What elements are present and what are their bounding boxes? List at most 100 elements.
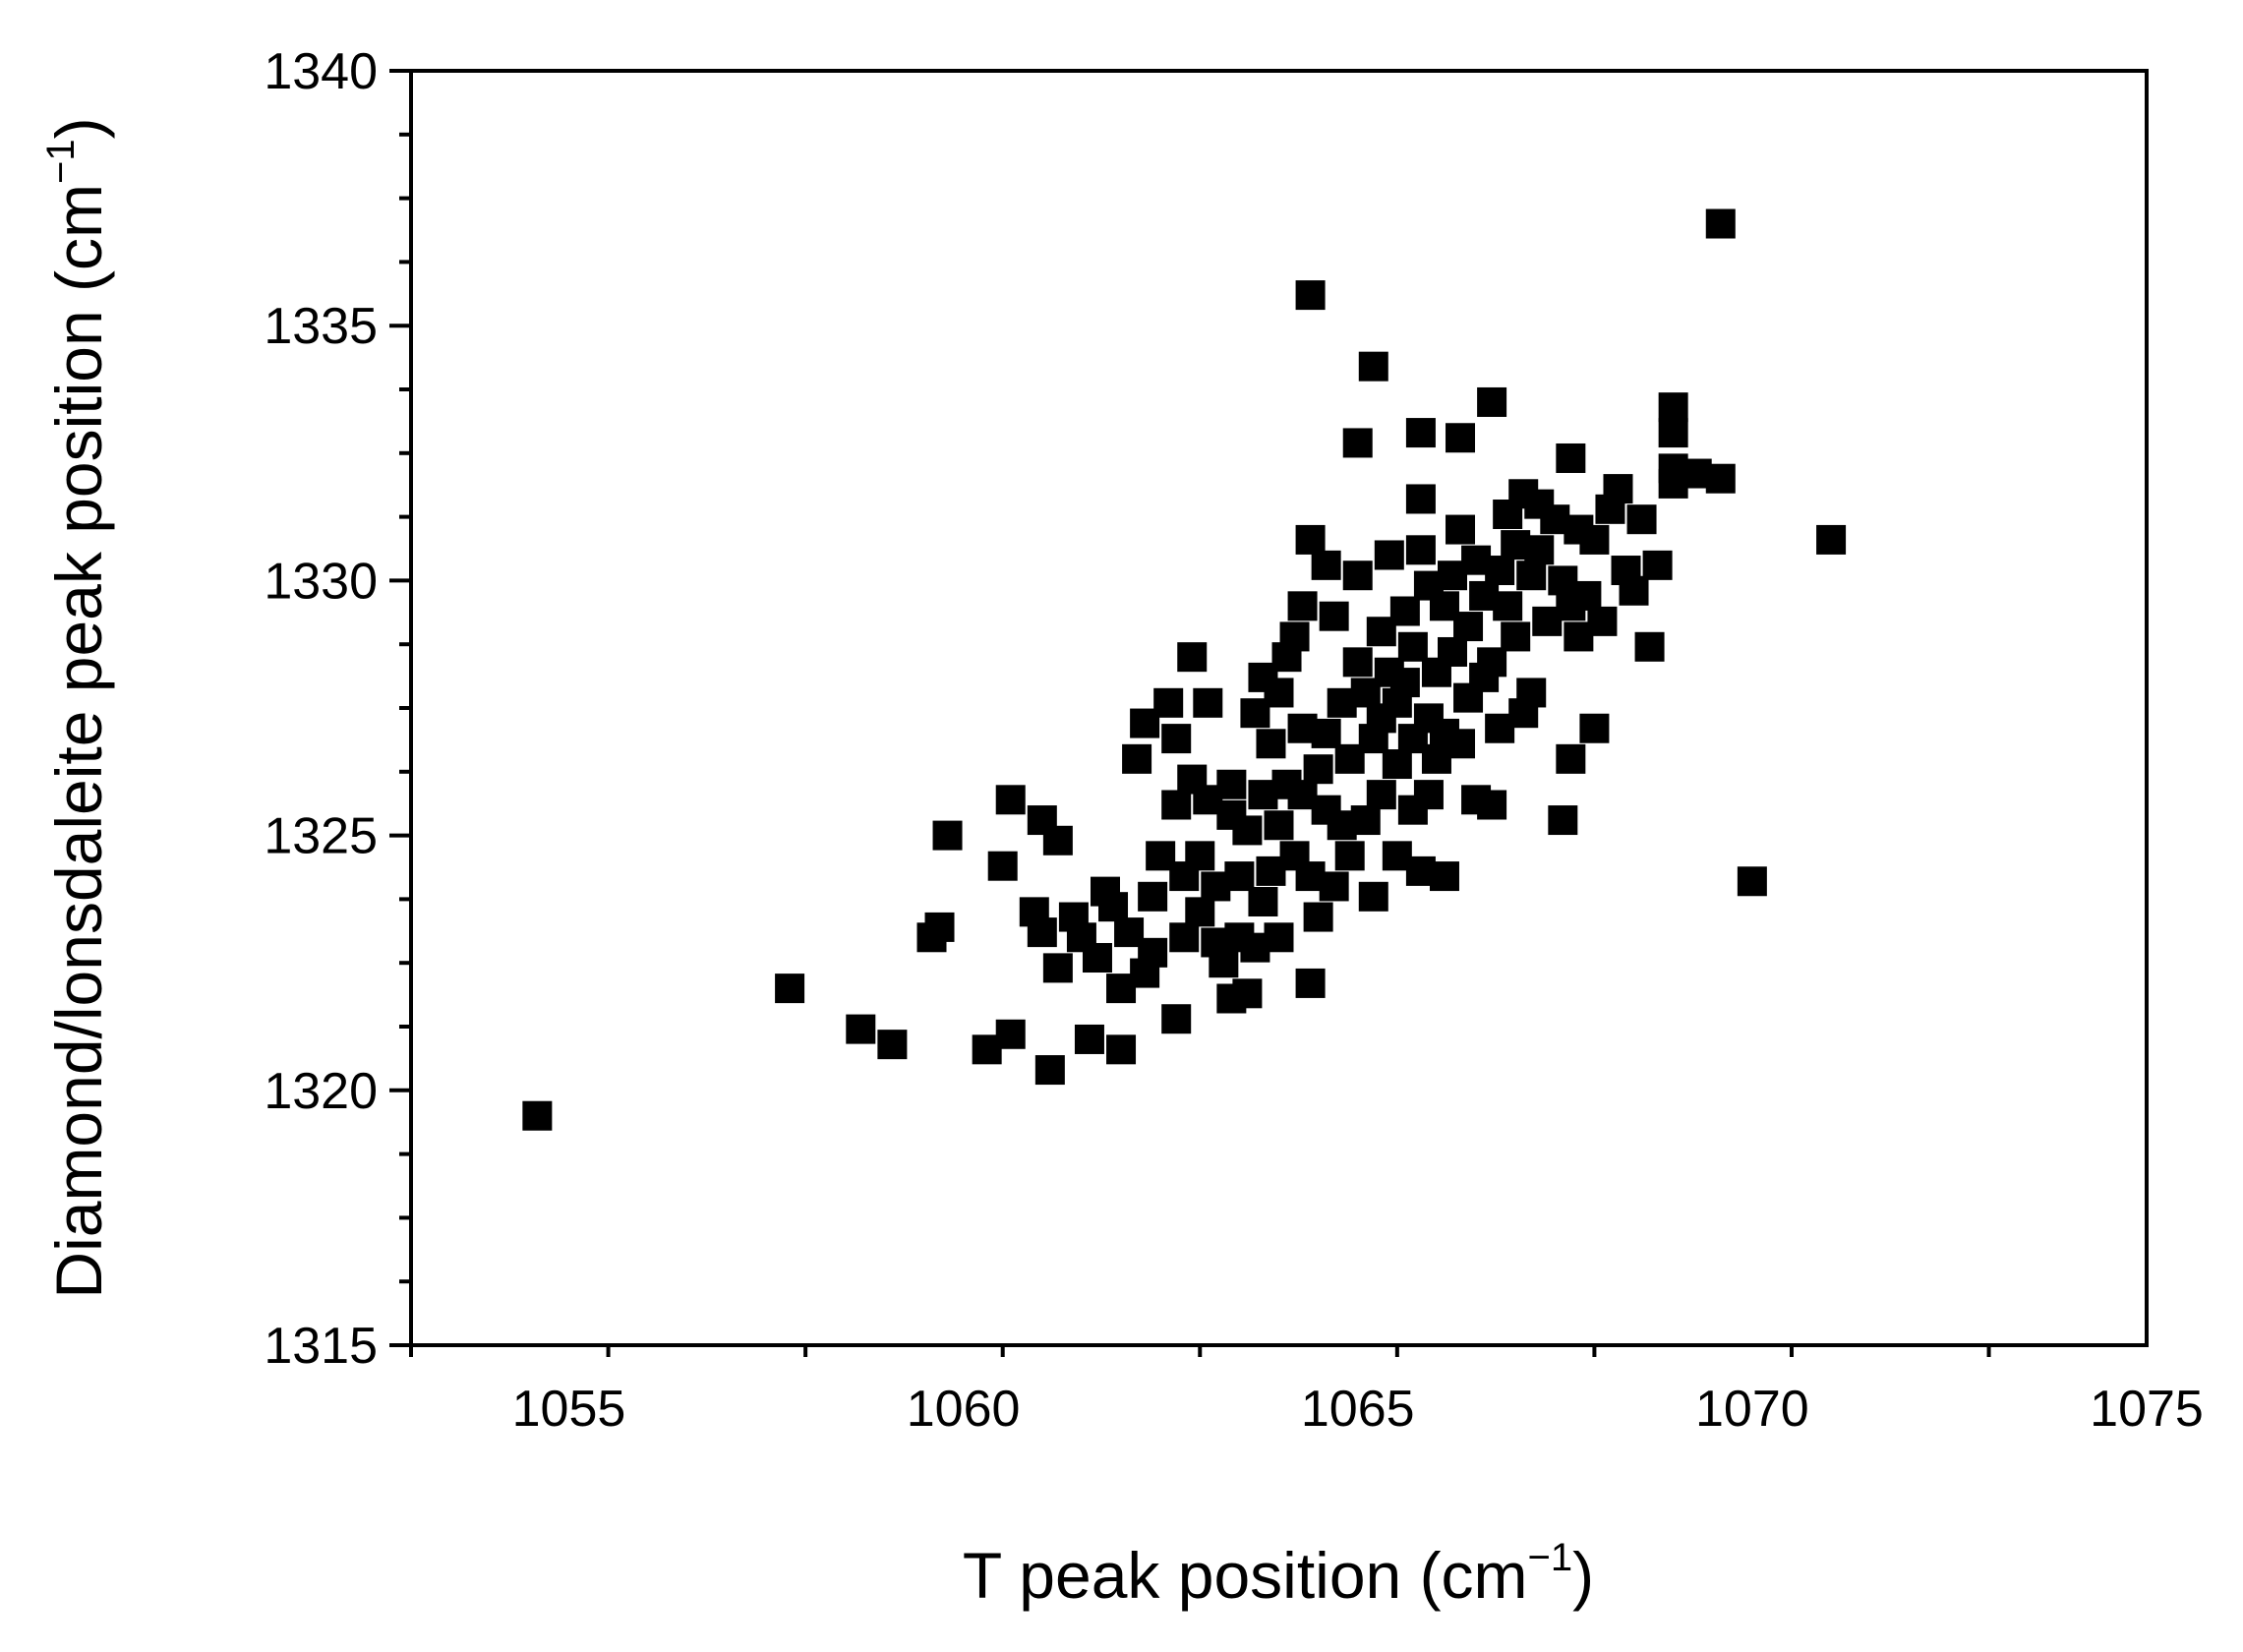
data-point [1446, 729, 1476, 759]
data-point [1634, 631, 1665, 662]
data-point [995, 1019, 1026, 1049]
data-point [1350, 805, 1381, 836]
x-tick-label: 1055 [512, 1381, 626, 1438]
tick-labels: 1055 1060 1065 1070 1075 1315 1320 1325 1330 1335… [264, 43, 2204, 1438]
data-point [1626, 504, 1657, 535]
y-tick-label: 1315 [264, 1318, 378, 1375]
data-point [846, 1014, 876, 1044]
data-point [1453, 612, 1484, 642]
data-point [1138, 881, 1168, 912]
data-point [1106, 1034, 1137, 1065]
data-point [1556, 743, 1586, 774]
data-point [1405, 484, 1436, 514]
data-point [1397, 631, 1428, 662]
data-point [1303, 754, 1333, 785]
data-point [1382, 749, 1412, 780]
data-point [1446, 514, 1476, 545]
data-point [1311, 718, 1341, 748]
data-point [1642, 550, 1673, 580]
data-point [522, 1100, 553, 1131]
data-point [1342, 428, 1373, 458]
data-point [1548, 805, 1578, 836]
data-point [1295, 968, 1326, 998]
data-point [1303, 902, 1333, 932]
data-point [1816, 524, 1847, 555]
data-point [1342, 560, 1373, 591]
data-point [1138, 937, 1168, 968]
data-point [1185, 897, 1215, 927]
data-point [1027, 917, 1057, 948]
data-point [1193, 687, 1223, 718]
data-point [1579, 524, 1610, 555]
data-point [1705, 463, 1736, 494]
data-point [1342, 647, 1373, 678]
data-point [924, 912, 955, 942]
data-point [1153, 687, 1184, 718]
y-tick-label: 1340 [264, 43, 378, 100]
data-point [1295, 524, 1326, 555]
plot-frame [409, 69, 2149, 1347]
data-point [995, 785, 1026, 815]
data-point [1358, 881, 1388, 912]
data-point [1429, 861, 1459, 892]
data-point [877, 1030, 908, 1060]
data-point [1082, 943, 1112, 974]
data-point [1264, 922, 1294, 953]
x-tick-label: 1075 [2090, 1381, 2204, 1438]
axis-ticks [389, 69, 1991, 1357]
data-point [1161, 790, 1192, 820]
data-point [1516, 678, 1547, 708]
data-points [522, 208, 1847, 1131]
data-point [1446, 423, 1476, 453]
data-point [1311, 550, 1341, 580]
data-point [1658, 392, 1688, 423]
data-point [1334, 841, 1365, 871]
data-point [1264, 678, 1294, 708]
data-point [1658, 418, 1688, 448]
data-point [987, 851, 1018, 881]
data-point [1501, 621, 1531, 652]
data-point [1477, 790, 1507, 820]
data-point [1256, 729, 1286, 759]
data-point [1098, 892, 1129, 922]
y-axis-label: Diamond/lonsdaleite peak position (cm−1) [39, 117, 115, 1298]
data-point [932, 820, 963, 851]
data-point [1358, 351, 1388, 382]
data-point [1556, 442, 1586, 473]
data-point [1737, 866, 1767, 897]
data-point [1161, 1004, 1192, 1034]
data-point [1209, 948, 1239, 978]
data-point [775, 974, 805, 1004]
y-tick-label: 1335 [264, 298, 378, 355]
data-point [1232, 978, 1263, 1009]
data-point [1161, 724, 1192, 754]
data-point [1587, 606, 1618, 636]
data-point [1524, 535, 1555, 565]
data-point [1366, 780, 1396, 810]
data-point [1264, 810, 1294, 841]
data-point [1042, 825, 1073, 856]
data-point [1216, 769, 1247, 799]
data-point [1169, 922, 1200, 953]
x-tick-label: 1060 [907, 1381, 1021, 1438]
data-point [1477, 647, 1507, 678]
data-point [1295, 280, 1326, 311]
data-point [1074, 1024, 1104, 1054]
data-point [1405, 418, 1436, 448]
data-point [1389, 668, 1420, 698]
data-point [1477, 386, 1507, 417]
data-point [1319, 601, 1349, 631]
data-point [1232, 815, 1263, 846]
data-point [1405, 535, 1436, 565]
data-point [1516, 560, 1547, 591]
x-tick-label: 1070 [1695, 1381, 1809, 1438]
data-point [1571, 580, 1602, 611]
x-axis-label: T peak position (cm−1) [963, 1536, 1594, 1612]
data-point [1122, 743, 1152, 774]
data-point [1619, 575, 1649, 606]
data-point [1287, 591, 1318, 621]
data-point [1493, 591, 1523, 621]
y-tick-label: 1330 [264, 553, 378, 610]
data-point [1042, 953, 1073, 983]
